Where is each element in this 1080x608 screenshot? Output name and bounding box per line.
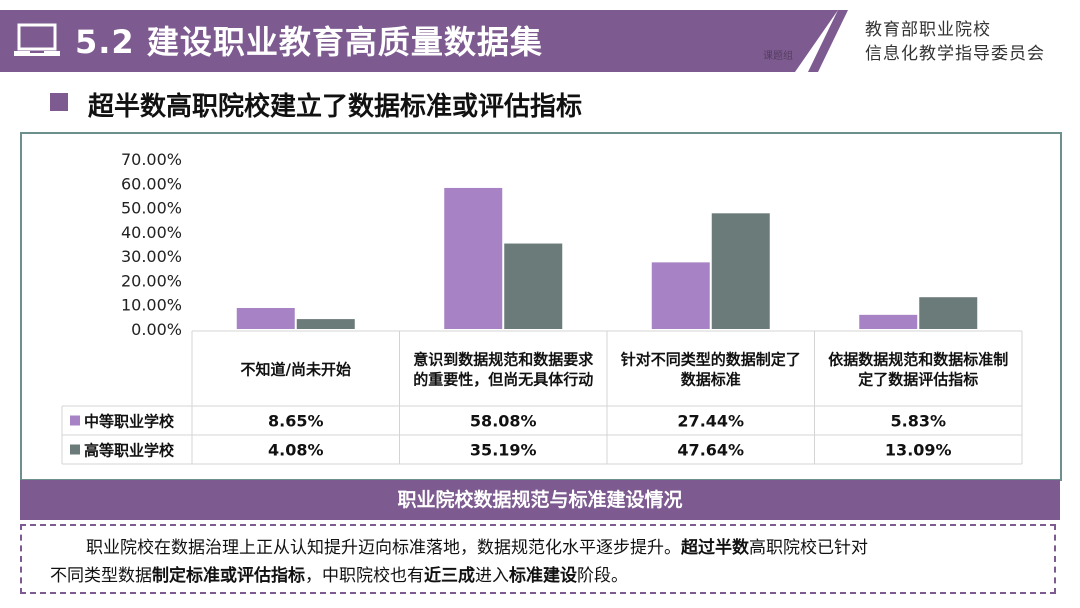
- y-tick-label: 10.00%: [121, 296, 182, 315]
- note-bold-3: 近三成: [424, 566, 475, 586]
- data-label: 27.44%: [677, 412, 744, 431]
- subtitle: 超半数高职院校建立了数据标准或评估指标: [88, 92, 583, 122]
- note-bold-2: 制定标准或评估指标: [152, 566, 305, 586]
- stamp-text: 课题组: [763, 51, 793, 62]
- bar: [444, 187, 503, 329]
- org-line-2: 信息化教学指导委员会: [865, 44, 1045, 64]
- note-text-1: 职业院校在数据治理上正从认知提升迈向标准落地，数据规范化水平逐步提升。: [86, 538, 681, 558]
- y-tick-label: 20.00%: [121, 271, 182, 290]
- legend-label: 中等职业学校: [84, 413, 175, 431]
- legend-key: [70, 415, 80, 426]
- category-label: 依据数据规范和数据标准制定了数据评估指标: [828, 351, 1008, 389]
- bar: [236, 307, 295, 329]
- data-label: 5.83%: [890, 412, 946, 431]
- note-text-4: ，中职院校也有: [305, 566, 424, 586]
- legend-label: 高等职业学校: [84, 442, 175, 460]
- chart-panel: 0.00% 10.00% 20.00% 30.00% 40.00% 50.00% 60.00…: [20, 132, 1062, 481]
- bar-chart: 0.00% 10.00% 20.00% 30.00% 40.00% 50.00% 60.00…: [61, 150, 1023, 465]
- category-label: 不知道/尚未开始: [241, 361, 351, 379]
- chart-caption: 职业院校数据规范与标准建设情况: [20, 480, 1060, 520]
- org-name: 教育部职业院校 信息化教学指导委员会: [865, 18, 1045, 66]
- bar: [919, 297, 978, 329]
- data-label: 58.08%: [470, 412, 537, 431]
- category-label: 针对不同类型的数据制定了数据标准: [621, 351, 801, 389]
- y-tick-label: 60.00%: [121, 174, 182, 193]
- bar: [859, 314, 918, 329]
- y-tick-label: 70.00%: [121, 150, 182, 169]
- y-tick-label: 50.00%: [121, 199, 182, 218]
- org-line-1: 教育部职业院校: [865, 20, 991, 40]
- note-text-6: 阶段。: [577, 566, 628, 586]
- header-banner: [0, 10, 838, 72]
- data-label: 13.09%: [885, 441, 952, 460]
- laptop-icon: [14, 23, 60, 56]
- data-label: 35.19%: [470, 441, 537, 460]
- note-bold-4: 标准建设: [509, 566, 577, 586]
- bar: [504, 243, 563, 329]
- note-text-5: 进入: [475, 566, 509, 586]
- subtitle-bullet-icon: [50, 93, 68, 111]
- bar: [651, 262, 710, 329]
- legend-key: [70, 444, 80, 455]
- page-title: 5.2 建设职业教育高质量数据集: [75, 23, 543, 61]
- category-label: 意识到数据规范和数据要求的重要性，但尚无具体行动: [413, 351, 594, 389]
- note-text-3: 不同类型数据: [50, 566, 152, 586]
- data-label: 47.64%: [677, 441, 744, 460]
- bar: [296, 319, 355, 329]
- data-label: 4.08%: [268, 441, 324, 460]
- y-tick-label: 30.00%: [121, 247, 182, 266]
- y-tick-label: 40.00%: [121, 223, 182, 242]
- note-text-2: 高职院校已针对: [749, 538, 868, 558]
- data-label: 8.65%: [268, 412, 324, 431]
- note-bold-1: 超过半数: [681, 538, 749, 558]
- bar: [711, 213, 770, 329]
- y-tick-label: 0.00%: [131, 320, 182, 339]
- summary-note: 职业院校在数据治理上正从认知提升迈向标准落地，数据规范化水平逐步提升。超过半数高…: [20, 524, 1056, 594]
